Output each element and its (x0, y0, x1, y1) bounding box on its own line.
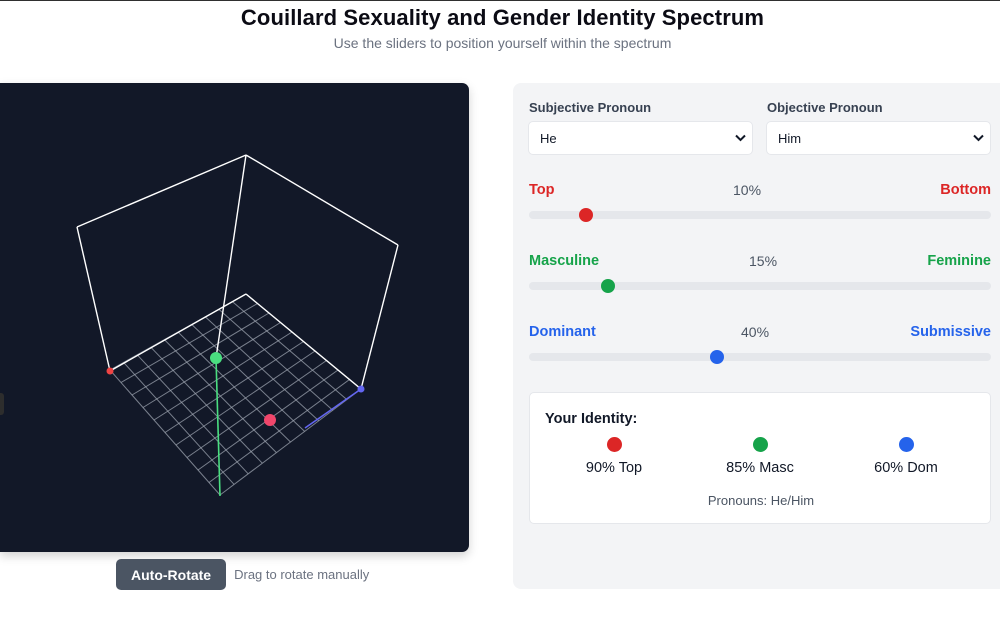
wireframe-cube (76, 154, 399, 390)
grid-line (136, 354, 249, 475)
subjective-pronoun-select[interactable]: He (528, 121, 753, 155)
grid-line (219, 388, 362, 496)
identity-heading: Your Identity: (545, 411, 638, 427)
grid-line (109, 369, 221, 496)
identity-dot-icon (752, 437, 768, 452)
axis-endpoint-top-bottom (106, 367, 114, 375)
slider-masc-fem-thumb[interactable] (601, 279, 616, 293)
axis-endpoint-dom-sub (357, 385, 365, 393)
identity-summary-card: Your Identity: 90% Top 85% Masc 60% Dom … (529, 392, 991, 524)
settings-panel: Subjective Pronoun He Objective Pronoun … (513, 83, 1000, 589)
identity-item-text: 85% Masc (726, 460, 794, 476)
3d-scene (76, 154, 399, 497)
slider-top-bottom-value: 10% (733, 182, 762, 198)
slider-masc-fem-track[interactable] (529, 279, 991, 293)
identity-item-masc: 85% Masc (690, 437, 830, 476)
objective-pronoun-value: Him (778, 131, 802, 146)
slider-feminine-label: Feminine (927, 253, 991, 269)
axis-endpoint-masc-fem (210, 352, 222, 364)
grid-line (175, 350, 316, 446)
top-border (0, 0, 1000, 1)
slider-top-label: Top (529, 182, 555, 198)
slider-masc-fem: Masculine 15% Feminine (529, 253, 991, 293)
chevron-down-icon (735, 134, 746, 142)
objective-pronoun-label: Objective Pronoun (767, 100, 883, 115)
grid-line (164, 341, 304, 433)
identity-dot-icon (606, 437, 622, 452)
page-subtitle: Use the sliders to position yourself wit… (333, 35, 672, 51)
slider-submissive-label: Submissive (910, 324, 991, 340)
viewer-controls: Auto-Rotate Drag to rotate manually (116, 559, 369, 590)
drag-hint: Drag to rotate manually (234, 567, 370, 582)
identity-dot-icon (898, 437, 914, 452)
subjective-pronoun-value: He (540, 131, 557, 146)
grid-line (186, 360, 327, 458)
pronoun-summary: Pronouns: He/Him (707, 493, 815, 508)
slider-dom-sub-track[interactable] (529, 350, 991, 364)
identity-item-text: 60% Dom (874, 460, 938, 476)
chevron-down-icon (973, 134, 984, 142)
slider-masculine-label: Masculine (529, 253, 600, 269)
slider-top-bottom: Top 10% Bottom (529, 182, 991, 222)
identity-item-text: 90% Top (585, 460, 643, 476)
axis-line-masc-fem (215, 357, 221, 497)
slider-dom-sub-thumb[interactable] (709, 350, 724, 364)
3d-viewport[interactable] (0, 83, 469, 552)
side-handle[interactable] (0, 393, 4, 415)
slider-dominant-label: Dominant (529, 324, 596, 340)
auto-rotate-button[interactable]: Auto-Rotate (116, 559, 227, 590)
identity-point (264, 414, 276, 426)
slider-dom-sub-value: 40% (741, 324, 770, 340)
page-title: Couillard Sexuality and Gender Identity … (240, 5, 765, 30)
slider-dom-sub: Dominant 40% Submissive (529, 324, 991, 364)
slider-masc-fem-value: 15% (749, 253, 778, 269)
grid-line (123, 362, 235, 485)
objective-pronoun-select[interactable]: Him (766, 121, 991, 155)
floor-grid (109, 293, 362, 496)
identity-item-dom: 60% Dom (836, 437, 976, 476)
slider-top-bottom-track[interactable] (529, 208, 991, 222)
identity-item-top: 90% Top (544, 437, 684, 476)
grid-line (164, 339, 277, 453)
grid-line (150, 346, 263, 464)
subjective-pronoun-label: Subjective Pronoun (529, 100, 652, 115)
slider-bottom-label: Bottom (940, 182, 991, 198)
grid-line (208, 379, 350, 483)
slider-top-bottom-thumb[interactable] (579, 208, 594, 222)
axis-line-dom-sub (304, 388, 362, 429)
